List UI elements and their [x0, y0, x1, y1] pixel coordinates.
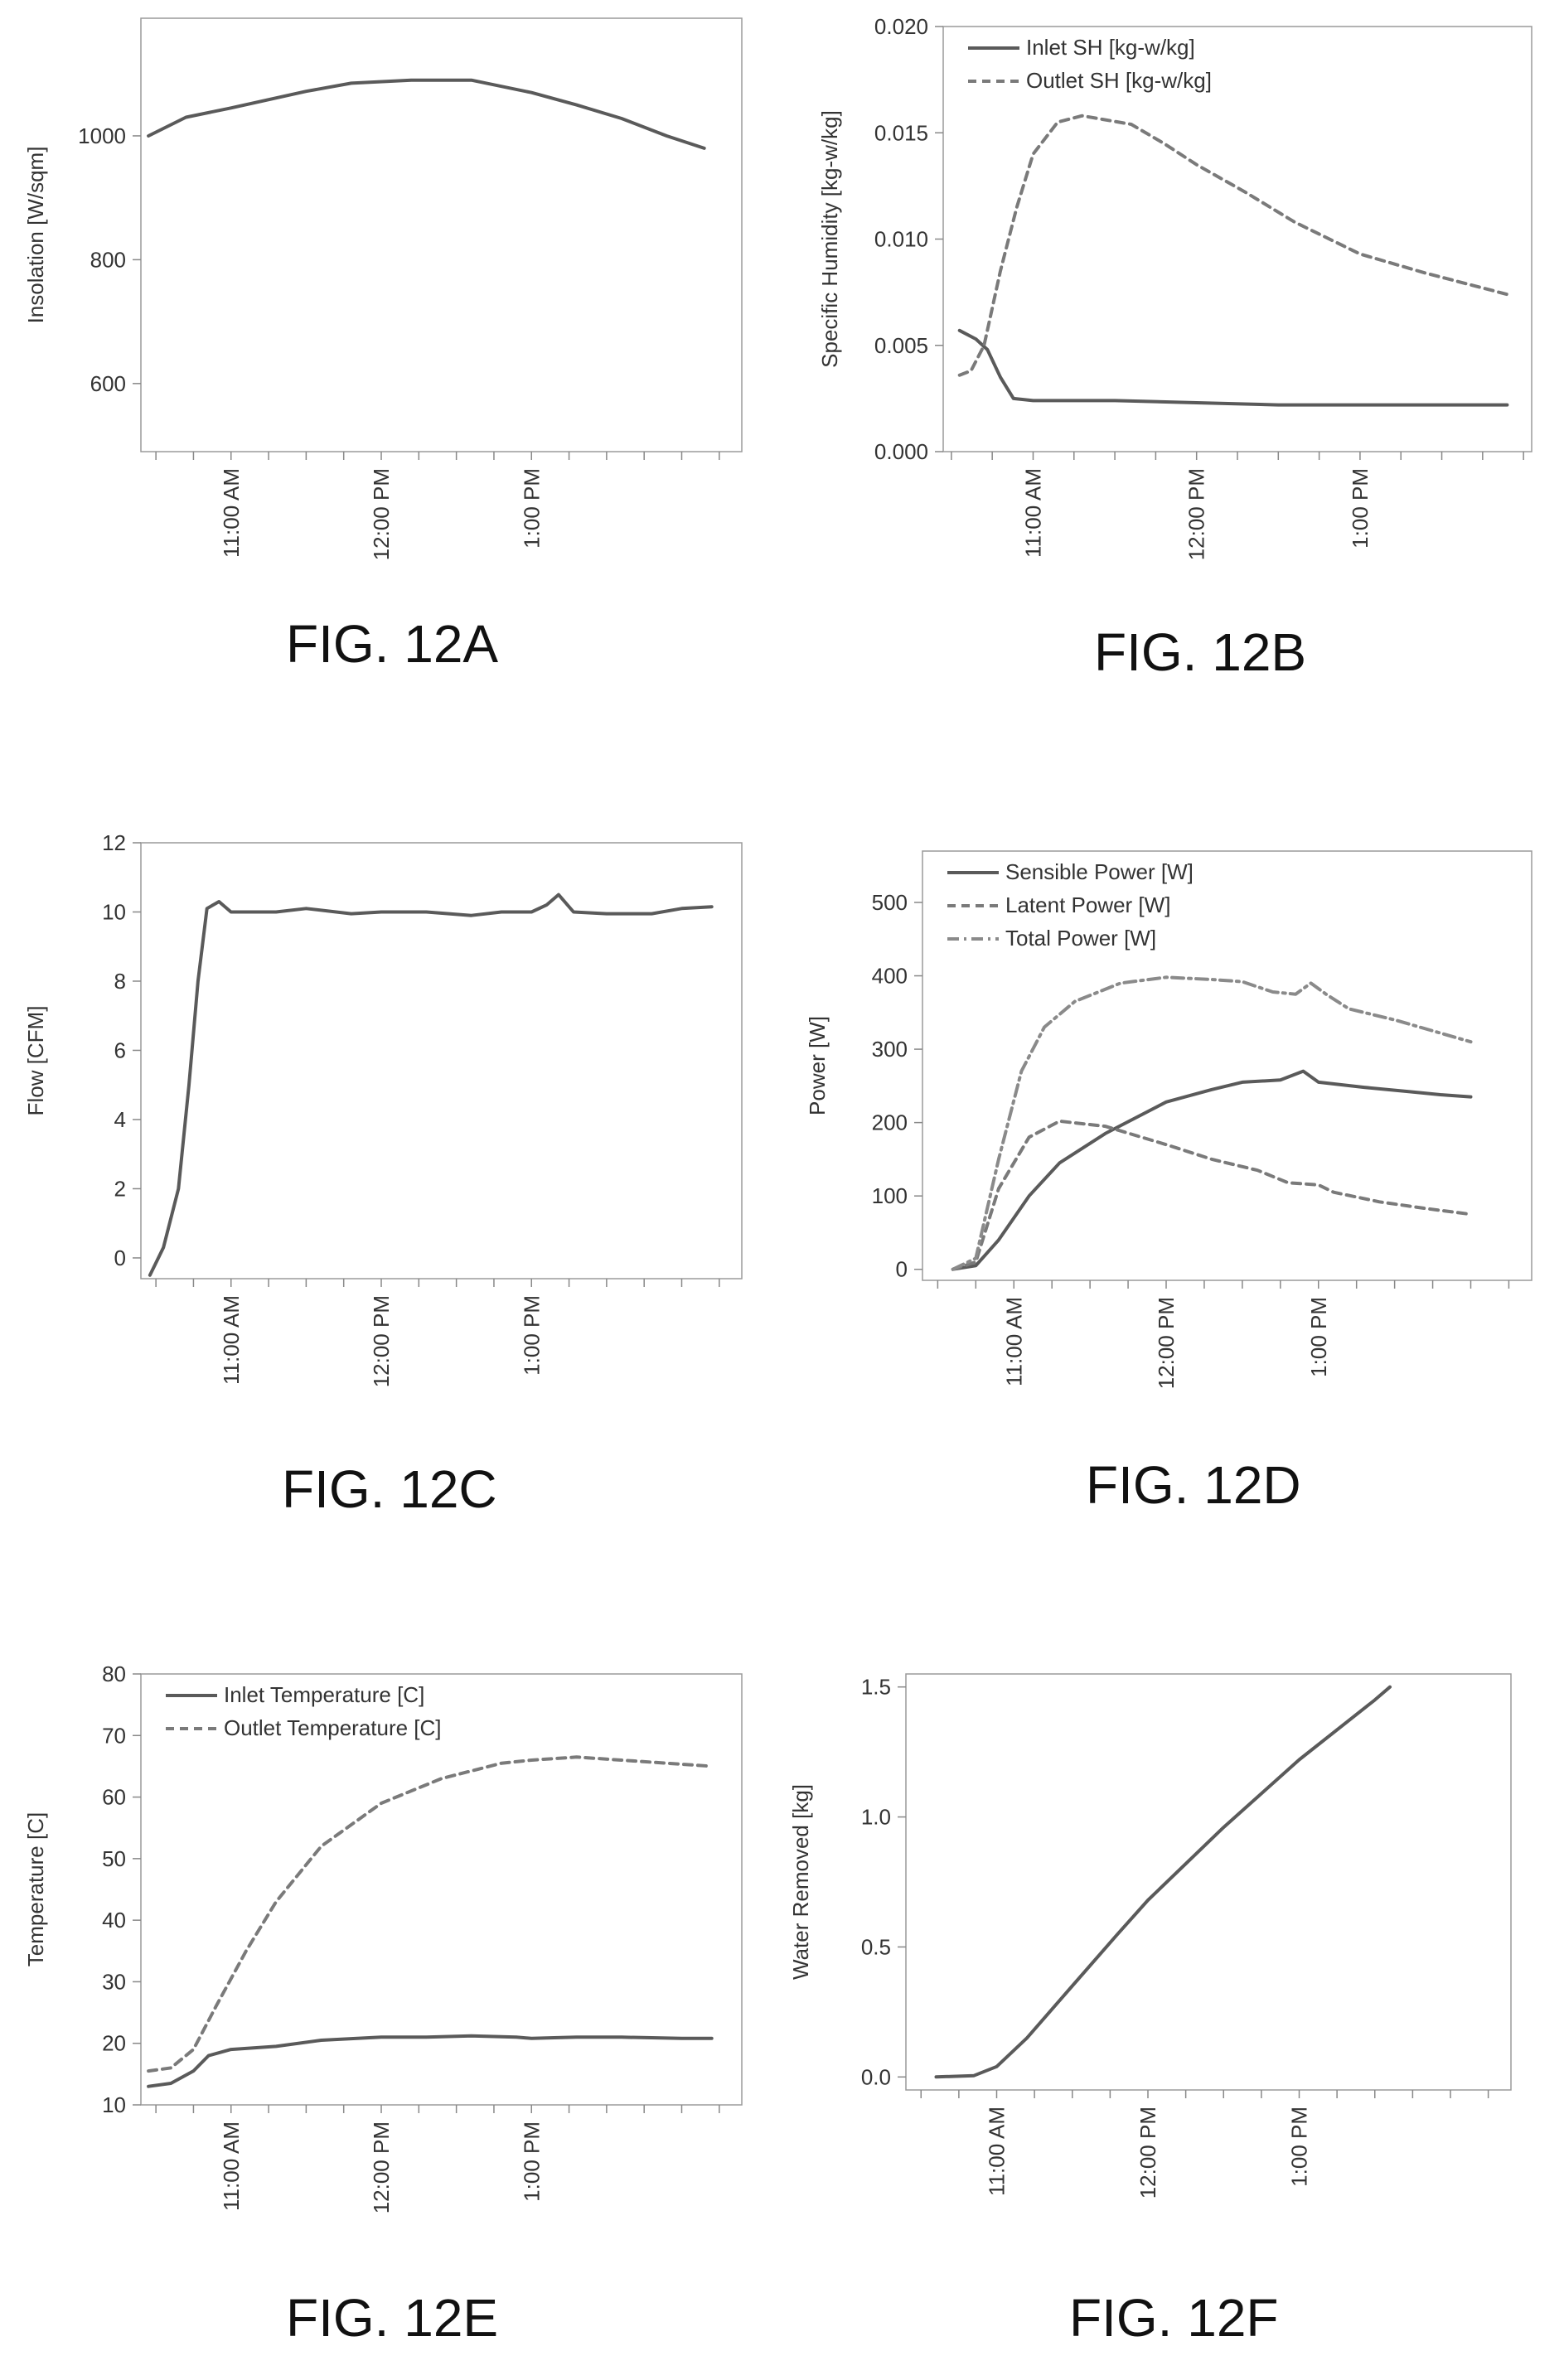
y-tick-label: 70	[102, 1723, 126, 1748]
y-tick-label: 80	[102, 1662, 126, 1686]
x-tick-label: 12:00 PM	[1184, 468, 1209, 560]
y-tick-label: 0.010	[874, 227, 928, 252]
caption-12e: FIG. 12E	[286, 2288, 499, 2348]
series-line	[951, 1069, 1473, 1271]
series-line	[147, 78, 706, 150]
y-tick-label: 0	[114, 1246, 126, 1270]
x-tick-label: 12:00 PM	[369, 2121, 394, 2213]
y-axis-label: Specific Humidity [kg-w/kg]	[817, 110, 842, 368]
y-tick-label: 600	[90, 371, 126, 396]
y-tick-label: 300	[872, 1037, 908, 1062]
x-tick-label: 1:00 PM	[1287, 2107, 1312, 2187]
plot-frame	[140, 17, 743, 452]
y-tick-label: 0.0	[861, 2064, 891, 2089]
y-tick-label: 0.020	[874, 14, 928, 39]
plot-frame	[140, 842, 743, 1279]
series-line	[148, 892, 714, 1277]
y-tick-label: 500	[872, 890, 908, 915]
x-tick-label: 11:00 AM	[985, 2107, 1010, 2196]
panel-12f: 0.0 0.5 1.0 1.5 11:00 AM 12:00 PM 1:00 PM Water…	[782, 1624, 1564, 2376]
y-tick-label: 1.5	[861, 1675, 891, 1700]
y-axis-label: Water Removed [kg]	[788, 1784, 813, 1980]
x-tick-label: 1:00 PM	[519, 468, 544, 549]
legend-label: Outlet SH [kg-w/kg]	[1026, 68, 1212, 93]
y-tick-label: 30	[102, 1969, 126, 1994]
x-tick-label: 12:00 PM	[369, 1295, 394, 1387]
x-tick-label: 1:00 PM	[1306, 1297, 1331, 1377]
panel-12a: 600 800 1000 11:00 AM 12:00 PM 1:00 PM Insolat…	[0, 0, 782, 771]
legend-label: Latent Power [W]	[1005, 892, 1170, 917]
y-tick-label: 0	[896, 1257, 908, 1282]
y-tick-label: 100	[872, 1183, 908, 1208]
y-tick-label: 12	[102, 830, 126, 855]
y-axis-label: Temperature [C]	[23, 1812, 48, 1966]
y-tick-label: 0.015	[874, 120, 928, 145]
x-tick-label: 12:00 PM	[369, 468, 394, 560]
y-tick-label: 60	[102, 1785, 126, 1810]
panel-12e: 10 20 30 40 50 60 70 80 11:00 AM 12:00 PM 1:00 PM T…	[0, 1624, 782, 2376]
chart-12e: 10 20 30 40 50 60 70 80 11:00 AM 12:00 PM 1:00 PM T…	[23, 1662, 743, 2213]
y-tick-label: 4	[114, 1107, 126, 1132]
legend-label: Sensible Power [W]	[1005, 859, 1194, 884]
y-tick-label: 20	[102, 2031, 126, 2056]
plot-frame	[140, 1673, 743, 2106]
legend-label: Inlet SH [kg-w/kg]	[1026, 35, 1195, 60]
series-line	[951, 975, 1473, 1271]
x-tick-label: 1:00 PM	[1348, 468, 1373, 549]
y-tick-label: 2	[114, 1176, 126, 1201]
chart-12d: 0 100 200 300 400 500 11:00 AM 12:00 PM 1:00 PM P…	[805, 850, 1533, 1389]
y-tick-label: 10	[102, 2092, 126, 2117]
panel-12c: 0 2 4 6 8 10 12 11:00 AM 12:00 PM 1:00 PM Flow [CF…	[0, 796, 782, 1575]
x-tick-label: 11:00 AM	[219, 1295, 244, 1385]
y-tick-label: 400	[872, 964, 908, 989]
plot-frame	[922, 850, 1533, 1281]
y-tick-label: 1.0	[861, 1805, 891, 1830]
legend-label: Inlet Temperature [C]	[224, 1682, 424, 1707]
y-axis-label: Insolation [W/sqm]	[23, 147, 48, 324]
series-line	[147, 2034, 714, 2088]
x-tick-label: 12:00 PM	[1135, 2107, 1160, 2199]
y-tick-label: 50	[102, 1846, 126, 1871]
chart-12a: 600 800 1000 11:00 AM 12:00 PM 1:00 PM Insolat…	[23, 17, 743, 560]
series-line	[957, 328, 1509, 407]
caption-12c: FIG. 12C	[282, 1459, 497, 1519]
legend-label: Outlet Temperature [C]	[224, 1715, 442, 1740]
y-tick-label: 200	[872, 1110, 908, 1135]
x-tick-label: 1:00 PM	[519, 2121, 544, 2202]
y-tick-label: 0.005	[874, 333, 928, 358]
series-line	[934, 1685, 1392, 2079]
y-tick-label: 0.5	[861, 1934, 891, 1959]
x-tick-label: 12:00 PM	[1154, 1297, 1179, 1389]
plot-frame	[905, 1673, 1512, 2091]
y-tick-label: 10	[102, 899, 126, 924]
legend-label: Total Power [W]	[1005, 926, 1156, 951]
x-tick-label: 11:00 AM	[1020, 468, 1045, 558]
y-tick-label: 0.000	[874, 439, 928, 464]
caption-12d: FIG. 12D	[1086, 1455, 1301, 1515]
panel-12b: 0.000 0.005 0.010 0.015 0.020 11:00 AM 12:00 P…	[782, 0, 1564, 771]
y-tick-label: 800	[90, 247, 126, 272]
chart-12b: 0.000 0.005 0.010 0.015 0.020 11:00 AM 12:00 P…	[817, 14, 1533, 560]
caption-12a: FIG. 12A	[286, 614, 499, 674]
y-axis-label: Power [W]	[805, 1016, 830, 1115]
y-tick-label: 8	[114, 969, 126, 994]
x-tick-label: 11:00 AM	[219, 468, 244, 558]
x-tick-label: 1:00 PM	[519, 1295, 544, 1376]
chart-12f: 0.0 0.5 1.0 1.5 11:00 AM 12:00 PM 1:00 PM Water…	[788, 1673, 1512, 2199]
y-tick-label: 40	[102, 1908, 126, 1933]
x-tick-label: 11:00 AM	[219, 2121, 244, 2211]
caption-12b: FIG. 12B	[1094, 622, 1307, 682]
y-axis-label: Flow [CFM]	[23, 1006, 48, 1116]
x-tick-label: 11:00 AM	[1001, 1297, 1026, 1386]
caption-12f: FIG. 12F	[1069, 2288, 1279, 2348]
panel-12d: 0 100 200 300 400 500 11:00 AM 12:00 PM 1:00 PM P…	[782, 796, 1564, 1575]
series-line	[957, 114, 1509, 377]
y-tick-label: 1000	[78, 123, 126, 148]
chart-12c: 0 2 4 6 8 10 12 11:00 AM 12:00 PM 1:00 PM Flow [CF…	[23, 830, 743, 1387]
series-line	[147, 1755, 714, 2073]
y-tick-label: 6	[114, 1038, 126, 1062]
series-line	[951, 1119, 1473, 1271]
